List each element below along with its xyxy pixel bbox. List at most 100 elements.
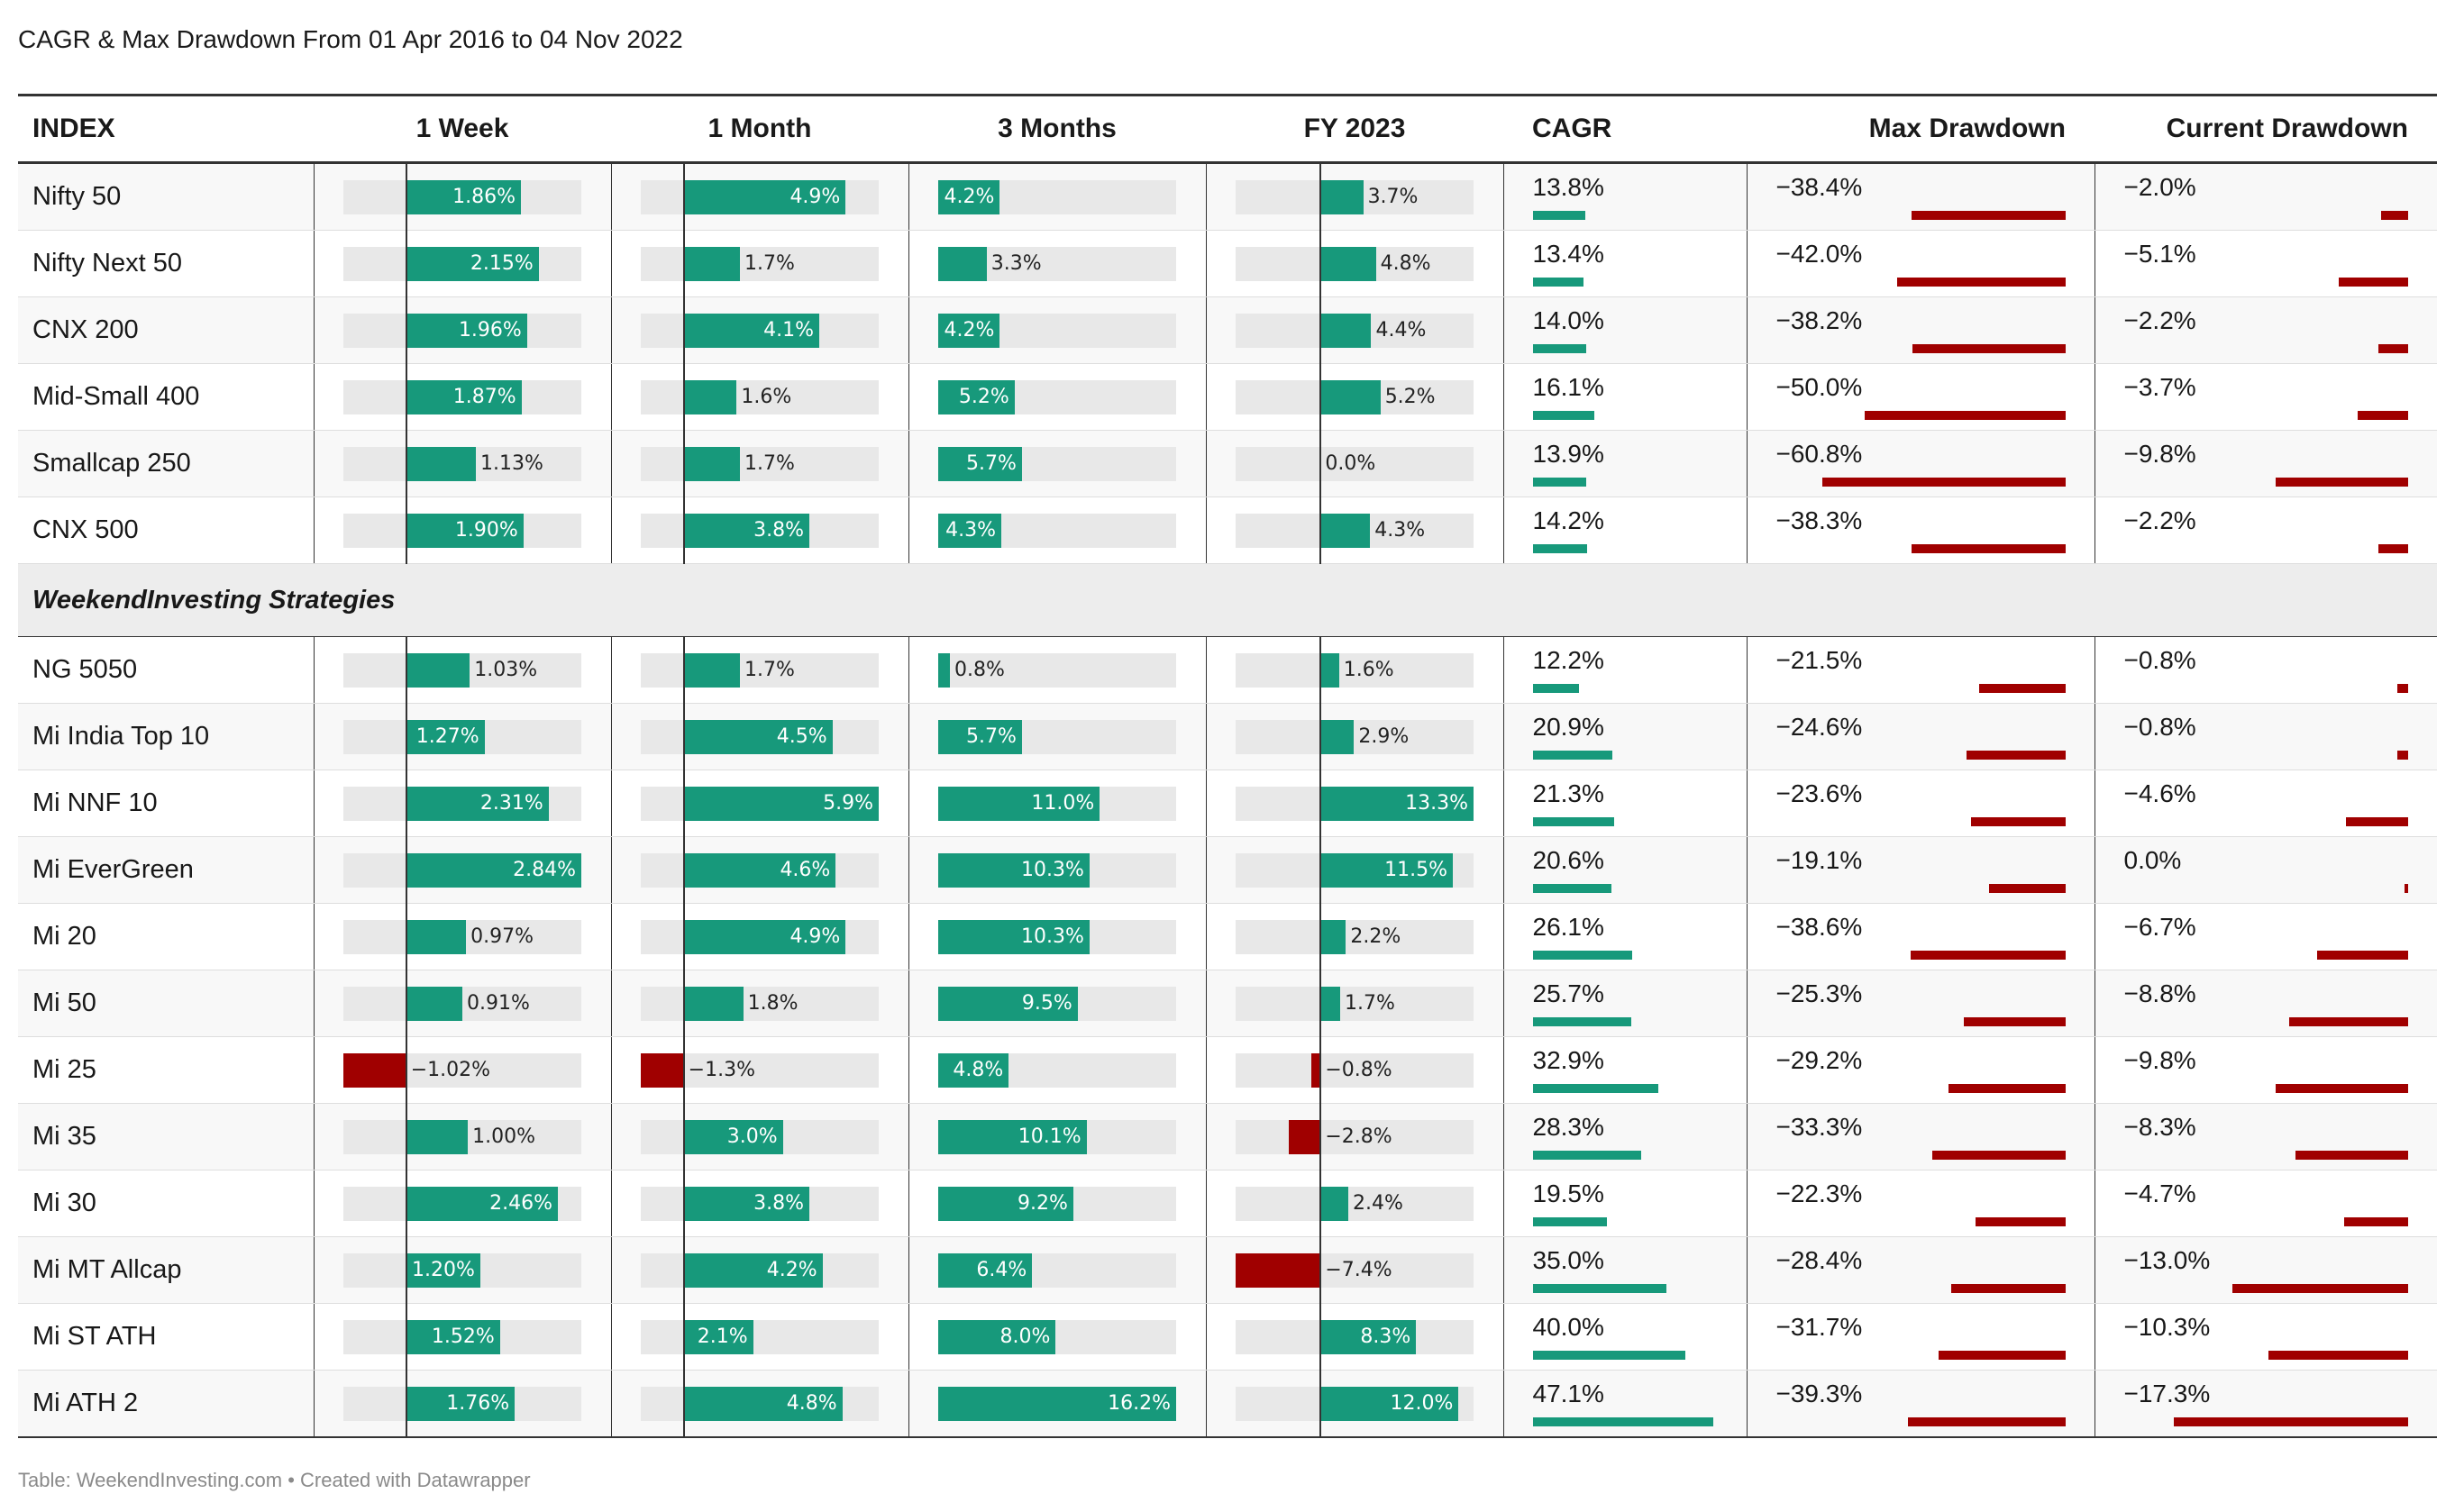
three-months-bar <box>938 786 1100 821</box>
week-cell: 1.87% <box>313 363 611 431</box>
row-name: Mi 35 <box>18 1103 314 1170</box>
fy-bar <box>1320 1386 1459 1421</box>
cur-dd-value: −4.6% <box>2123 779 2196 807</box>
cagr-cell: 16.1% <box>1502 363 1747 431</box>
cagr-cell-inner: 20.6% <box>1504 837 1747 903</box>
header-current-drawdown: Current Drawdown <box>2095 94 2437 164</box>
week-cell: 1.96% <box>313 296 611 364</box>
cur-dd-cell-inner: −4.6% <box>2095 770 2438 836</box>
max-dd-cell-inner: −31.7% <box>1748 1304 2095 1370</box>
fy-cell: 8.3% <box>1205 1303 1503 1371</box>
week-bar <box>406 246 539 281</box>
fy-bar-cell: 4.8% <box>1236 230 1474 297</box>
month-value-label: 3.8% <box>753 1191 804 1215</box>
week-bar <box>406 1252 480 1288</box>
three-months-cell: 4.2% <box>908 296 1206 364</box>
three-months-bar-cell: 8.0% <box>938 1319 1176 1354</box>
fy-zero-axis <box>1319 703 1322 770</box>
three-months-bar-cell: 5.7% <box>938 719 1176 754</box>
month-bar <box>683 513 809 548</box>
week-cell: 1.76% <box>313 1370 611 1438</box>
week-value-label: 1.27% <box>415 724 479 748</box>
cagr-cell: 20.9% <box>1502 703 1747 770</box>
fy-bar <box>1311 1052 1321 1088</box>
week-bar <box>406 313 527 348</box>
cur-dd-cell-inner: −5.1% <box>2095 231 2438 296</box>
fy-zero-axis <box>1319 836 1322 904</box>
month-value-label: 4.1% <box>763 318 814 342</box>
fy-value-label: 13.3% <box>1405 791 1468 815</box>
cur-dd-cell: −0.8% <box>2094 703 2437 770</box>
month-zero-axis <box>682 703 685 770</box>
week-bar-cell: 1.27% <box>343 703 581 770</box>
max-dd-value: −28.4% <box>1775 1246 1863 1274</box>
table-row: Mi MT Allcap 1.20% 4.2% 6.4% −7.4% 35.0% −28.4… <box>18 1236 2437 1304</box>
three-months-bar-cell: 4.8% <box>938 1052 1176 1088</box>
fy-bar <box>1236 1252 1321 1288</box>
table-row: Mi EverGreen 2.84% 4.6% 10.3% 11.5% 20.6% −19.… <box>18 836 2437 904</box>
cur-dd-bar <box>2275 478 2408 487</box>
header-1-month: 1 Month <box>611 94 908 164</box>
week-value-label: 1.96% <box>458 318 522 342</box>
table-row: CNX 500 1.90% 3.8% 4.3% 4.3% 14.2% −38.3% −2.2% <box>18 496 2437 564</box>
week-value-label: 0.97% <box>470 925 534 948</box>
fy-bar <box>1320 246 1376 281</box>
three-months-value-label: 5.7% <box>965 724 1017 748</box>
max-dd-value: −21.5% <box>1775 646 1863 674</box>
week-value-label: 1.87% <box>452 385 516 408</box>
three-months-cell: 5.7% <box>908 430 1206 497</box>
max-dd-bar <box>1964 1017 2066 1026</box>
max-dd-value: −42.0% <box>1775 240 1863 268</box>
three-months-bar-cell: 0.8% <box>938 652 1176 688</box>
max-dd-value: −38.4% <box>1775 173 1863 201</box>
section-label: WeekendInvesting Strategies <box>18 563 2437 637</box>
three-months-bar-cell: 4.2% <box>938 179 1176 214</box>
row-name: CNX 500 <box>18 496 314 564</box>
table-row: Mi 25 −1.02% −1.3% 4.8% −0.8% 32.9% −29.2% −9.8… <box>18 1036 2437 1104</box>
max-dd-value: −25.3% <box>1775 979 1863 1007</box>
month-bar <box>683 986 744 1021</box>
fy-zero-axis <box>1319 296 1322 364</box>
fy-zero-axis <box>1319 1236 1322 1304</box>
cagr-cell-inner: 14.0% <box>1504 297 1747 363</box>
max-dd-cell-inner: −38.4% <box>1748 164 2095 230</box>
fy-bar-cell: 1.6% <box>1236 636 1474 704</box>
cur-dd-bar <box>2317 951 2408 960</box>
cur-dd-cell: −2.2% <box>2094 496 2437 564</box>
week-bar <box>406 919 467 954</box>
month-bar-cell: 3.8% <box>641 496 879 564</box>
max-dd-value: −60.8% <box>1775 440 1863 468</box>
month-cell: 4.5% <box>610 703 908 770</box>
cagr-cell: 32.9% <box>1502 1036 1747 1104</box>
week-cell: 2.84% <box>313 836 611 904</box>
three-months-bar-cell: 5.7% <box>938 446 1176 481</box>
max-dd-bar <box>1967 751 2066 760</box>
three-months-bar <box>938 986 1078 1021</box>
max-dd-bar <box>1911 951 2066 960</box>
max-dd-bar <box>1970 817 2066 826</box>
three-months-bar-cell: 10.3% <box>938 919 1176 954</box>
max-dd-value: −31.7% <box>1775 1313 1863 1341</box>
week-cell: 1.20% <box>313 1236 611 1304</box>
table-row: Mi ATH 2 1.76% 4.8% 16.2% 12.0% 47.1% −39.3% −1… <box>18 1370 2437 1438</box>
week-cell: 1.52% <box>313 1303 611 1371</box>
cur-dd-bar <box>2358 411 2408 420</box>
week-zero-axis <box>405 1370 407 1437</box>
month-bar <box>683 852 836 888</box>
month-value-label: 4.5% <box>776 724 827 748</box>
max-dd-cell-inner: −33.3% <box>1748 1104 2095 1170</box>
fy-cell: 4.4% <box>1205 296 1503 364</box>
week-bar <box>406 379 522 414</box>
three-months-bar-cell: 3.3% <box>938 246 1176 281</box>
month-cell: 3.8% <box>610 496 908 564</box>
three-months-cell: 9.5% <box>908 970 1206 1037</box>
week-bar-cell: 0.97% <box>343 903 581 970</box>
cagr-cell: 26.1% <box>1502 903 1747 970</box>
month-value-label: 1.6% <box>741 385 792 408</box>
max-dd-cell: −38.6% <box>1746 903 2095 970</box>
cur-dd-cell-inner: −3.7% <box>2095 364 2438 430</box>
cagr-bar <box>1532 544 1587 553</box>
header-row: INDEX 1 Week 1 Month 3 Months FY 2023 CA… <box>18 94 2437 164</box>
table-row: Mi ST ATH 1.52% 2.1% 8.0% 8.3% 40.0% −31.7% −10… <box>18 1303 2437 1371</box>
fy-bar-cell: 12.0% <box>1236 1370 1474 1437</box>
